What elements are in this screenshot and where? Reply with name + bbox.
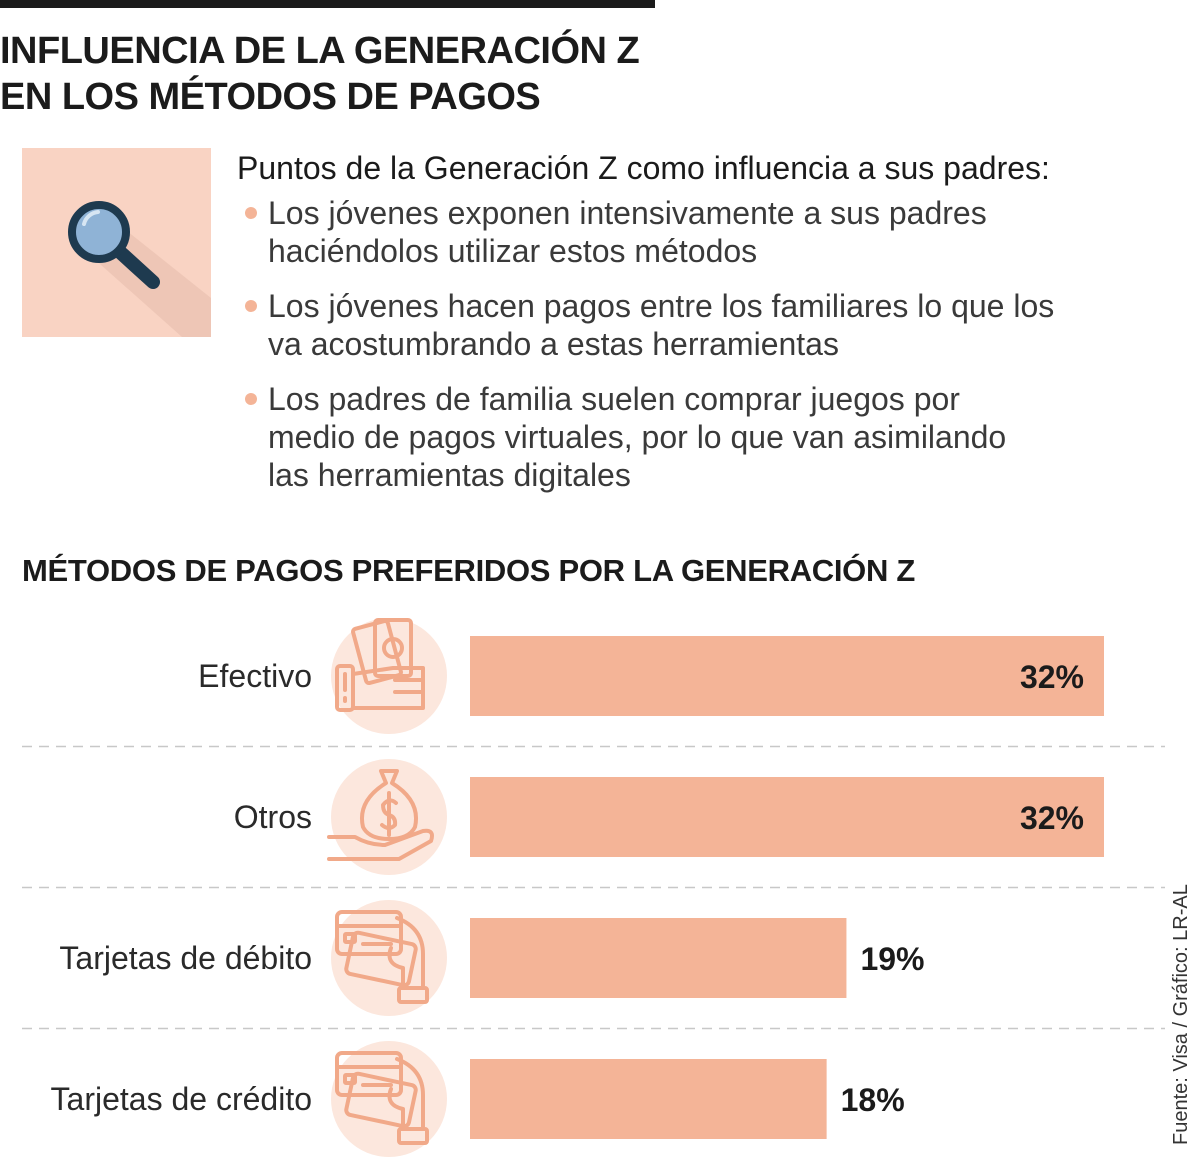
cash-in-hand-icon [335,618,425,712]
category-label: Tarjetas de crédito [51,1081,312,1117]
intro-point: Los jóvenes hacen pagos entre los famili… [237,287,1197,363]
intro-point: Los padres de familia suelen comprar jue… [237,380,1197,494]
category-label: Tarjetas de débito [59,940,312,976]
value-label: 19% [860,941,924,977]
bar [470,1059,827,1139]
title-line-1: INFLUENCIA DE LA GENERACIÓN Z [0,30,640,72]
chart-title: MÉTODOS DE PAGOS PREFERIDOS POR LA GENER… [22,553,916,588]
bar-chart: Efectivo 32% Otros 32% Tarjetas de débito 19%… [22,618,1165,1157]
intro-point-line: Los jóvenes hacen pagos entre los famili… [268,288,1055,324]
intro-point-line: haciéndolos utilizar estos métodos [268,233,758,269]
magnifier-icon [68,201,211,337]
magnifier-panel [22,148,211,337]
bullet-dot [245,300,257,312]
bullet-dot [245,207,257,219]
bar [470,777,1104,857]
title-line-2: EN LOS MÉTODOS DE PAGOS [0,76,541,118]
intro-section: Puntos de la Generación Z como influenci… [237,148,1197,511]
money-bag-in-hand-icon [327,769,434,861]
top-rule [0,0,655,8]
intro-point-line: las herramientas digitales [268,457,631,493]
bullet-dot [245,393,257,405]
card-in-hand-icon [335,1051,429,1145]
intro-point-line: va acostumbrando a estas herramientas [268,326,839,362]
page-title: INFLUENCIA DE LA GENERACIÓN Z EN LOS MÉT… [0,28,640,120]
intro-heading: Puntos de la Generación Z como influenci… [237,150,1050,186]
intro-points: Los jóvenes exponen intensivamente a sus… [237,194,1197,494]
category-label: Otros [234,799,312,835]
intro-point-line: Los padres de familia suelen comprar jue… [268,381,960,417]
value-label: 32% [1020,800,1084,836]
value-label: 18% [841,1082,905,1118]
bar [470,636,1104,716]
source-credit: Fuente: Visa / Gráfico: LR-AL [1170,884,1192,1145]
card-in-hand-icon [335,910,429,1004]
value-label: 32% [1020,659,1084,695]
intro-point-line: Los jóvenes exponen intensivamente a sus… [268,195,987,231]
bar [470,918,847,998]
category-label: Efectivo [198,658,312,694]
intro-point: Los jóvenes exponen intensivamente a sus… [237,194,1197,270]
intro-point-line: medio de pagos virtuales, por lo que van… [268,419,1007,455]
